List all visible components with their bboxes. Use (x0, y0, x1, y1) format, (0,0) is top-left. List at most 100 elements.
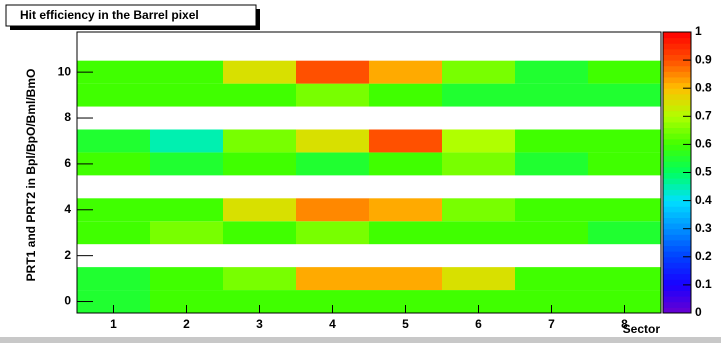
heatmap-cell (588, 290, 661, 313)
heatmap-cell (515, 290, 588, 313)
heatmap-cell (77, 290, 150, 313)
x-tick-label: 6 (475, 317, 482, 331)
palette-band (663, 284, 691, 292)
heatmap-cell (515, 267, 588, 291)
heatmap-cell (515, 152, 588, 176)
heatmap-cell (588, 267, 661, 291)
heatmap-cell (150, 267, 223, 291)
chart-title: Hit efficiency in the Barrel pixel (20, 8, 199, 22)
heatmap-cell (223, 83, 296, 107)
heatmap-cell (588, 198, 661, 222)
canvas-border (0, 337, 721, 343)
heatmap-cell (77, 83, 150, 107)
z-tick-label: 0.7 (695, 108, 712, 122)
palette-band (663, 54, 691, 61)
palette-band (663, 234, 691, 241)
z-tick-label: 0 (695, 305, 702, 319)
palette-band (663, 76, 691, 84)
heatmap-cell (588, 83, 661, 107)
heatmap-cell (588, 221, 661, 245)
heatmap-cell (369, 129, 442, 153)
heatmap-cell (296, 198, 369, 222)
heatmap-cell (223, 152, 296, 176)
z-tick-label: 0.5 (695, 165, 712, 179)
heatmap-cell (296, 60, 369, 84)
heatmap-cell (369, 152, 442, 176)
y-tick-label: 6 (64, 156, 71, 170)
palette-band (663, 116, 691, 123)
palette-band (663, 279, 691, 286)
heatmap-cell (515, 221, 588, 245)
heatmap-cell (442, 83, 515, 107)
x-tick-label: 4 (329, 317, 336, 331)
z-tick-label: 1 (695, 24, 702, 38)
palette-band (663, 144, 691, 151)
heatmap-cell (223, 198, 296, 222)
palette-band (663, 245, 691, 252)
palette-band (663, 217, 691, 224)
z-tick-label: 0.3 (695, 221, 712, 235)
palette-band (663, 296, 691, 303)
palette-band (663, 88, 691, 95)
palette-band (663, 223, 691, 230)
palette-band (663, 37, 691, 44)
plot-frame (76, 31, 662, 314)
heatmap-cell (588, 60, 661, 84)
palette-band (663, 127, 691, 134)
palette-band (663, 251, 691, 258)
heatmap-cell (150, 60, 223, 84)
heatmap-cell (515, 83, 588, 107)
palette-band (663, 110, 691, 117)
palette-band (663, 273, 691, 280)
palette-band (663, 99, 691, 106)
palette-band (663, 239, 691, 247)
heatmap-cell (588, 152, 661, 176)
x-tick-label: 3 (256, 317, 263, 331)
heatmap-cell (150, 129, 223, 153)
heatmap-cell (223, 267, 296, 291)
palette-band (663, 32, 691, 39)
heatmap-cell (369, 267, 442, 291)
palette-band (663, 307, 691, 314)
y-tick-label: 0 (64, 294, 71, 308)
y-tick-label: 4 (64, 202, 71, 216)
palette-band (663, 60, 691, 67)
heatmap-cell (77, 221, 150, 245)
x-axis-label: Sector (623, 322, 661, 336)
heatmap-cell (515, 129, 588, 153)
title-box (5, 4, 257, 27)
heatmap-cell (150, 221, 223, 245)
heatmap-cell (515, 60, 588, 84)
palette-band (663, 43, 691, 50)
heatmap-cell (77, 198, 150, 222)
x-tick-label: 8 (621, 317, 628, 331)
z-tick-label: 0.6 (695, 137, 712, 151)
heatmap-cell (442, 129, 515, 153)
palette-band (663, 161, 691, 168)
heatmap-cell (442, 267, 515, 291)
palette-band (663, 262, 691, 269)
heatmap-cell (150, 198, 223, 222)
y-axis-label: PRT1 and PRT2 in Bpl/BpO/Bml/BmO (24, 69, 38, 282)
heatmap-cell (150, 83, 223, 107)
palette-band (663, 48, 691, 55)
heatmap-cell (442, 290, 515, 313)
palette-band (663, 200, 691, 207)
heatmap-cell (369, 60, 442, 84)
heatmap-cell (369, 83, 442, 107)
palette-band (663, 172, 691, 179)
palette-band (663, 166, 691, 173)
heatmap-cell (296, 221, 369, 245)
palette-band (663, 211, 691, 218)
heatmap-cell (77, 152, 150, 176)
palette-band (663, 189, 691, 196)
heatmap-cell (77, 129, 150, 153)
heatmap-cell (296, 152, 369, 176)
heatmap-cell (296, 83, 369, 107)
heatmap-cell (442, 221, 515, 245)
palette-band (663, 138, 691, 145)
y-tick-label: 10 (58, 64, 72, 78)
heatmap-cell (442, 198, 515, 222)
x-tick-label: 7 (548, 317, 555, 331)
